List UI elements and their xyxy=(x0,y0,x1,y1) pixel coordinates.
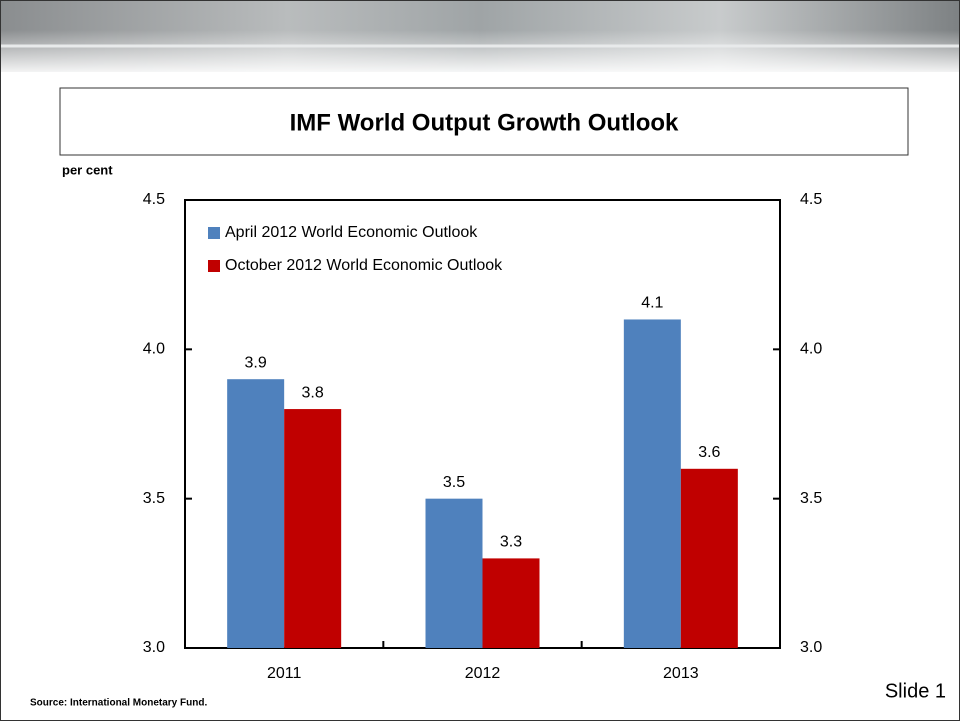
data-label: 3.6 xyxy=(698,444,720,461)
chart-title: IMF World Output Growth Outlook xyxy=(290,109,679,136)
x-tick-label: 2011 xyxy=(267,665,302,682)
data-label: 4.1 xyxy=(641,295,663,312)
source-note: Source: International Monetary Fund. xyxy=(30,698,207,709)
title-box xyxy=(59,87,909,156)
data-label: 3.8 xyxy=(302,384,324,401)
bar xyxy=(482,558,540,648)
y-tick-label: 3.0 xyxy=(143,639,165,656)
y-axis-label: per cent xyxy=(62,162,113,177)
x-tick-label: 2013 xyxy=(663,665,699,682)
bar xyxy=(227,379,285,648)
y2-tick-label: 4.5 xyxy=(800,191,822,208)
data-label: 3.5 xyxy=(443,474,465,491)
bar xyxy=(623,319,681,648)
legend-label: April 2012 World Economic Outlook xyxy=(225,224,478,241)
y-tick-label: 4.5 xyxy=(143,191,165,208)
bar xyxy=(284,409,342,648)
data-label: 3.3 xyxy=(500,534,522,551)
bar xyxy=(425,498,483,648)
x-tick-label: 2012 xyxy=(465,665,501,682)
legend-label: October 2012 World Economic Outlook xyxy=(225,257,503,274)
legend-swatch xyxy=(208,227,220,239)
slide-number: Slide 1 xyxy=(885,680,946,702)
bar xyxy=(680,468,738,648)
data-label: 3.9 xyxy=(245,354,267,371)
legend-swatch xyxy=(208,260,220,272)
y-tick-label: 4.0 xyxy=(143,341,165,358)
y2-tick-label: 4.0 xyxy=(800,341,822,358)
y-tick-label: 3.5 xyxy=(143,490,165,507)
y2-tick-label: 3.5 xyxy=(800,490,822,507)
header-fade xyxy=(0,30,960,72)
y2-tick-label: 3.0 xyxy=(800,639,822,656)
